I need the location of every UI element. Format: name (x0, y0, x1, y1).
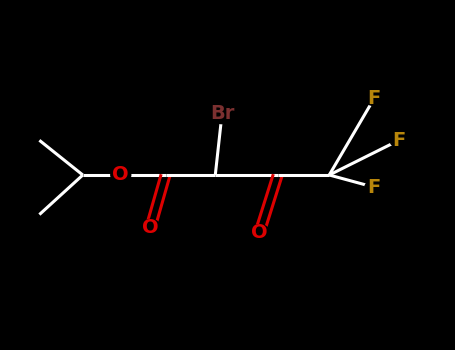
Text: O: O (142, 218, 159, 237)
Circle shape (365, 92, 383, 106)
Text: F: F (367, 178, 381, 197)
Text: F: F (392, 131, 405, 150)
Circle shape (208, 103, 236, 124)
Circle shape (365, 180, 383, 194)
Circle shape (111, 167, 131, 183)
Text: O: O (112, 166, 129, 184)
Text: O: O (251, 223, 268, 242)
Text: Br: Br (210, 104, 234, 123)
Circle shape (250, 225, 269, 240)
Text: F: F (367, 89, 381, 108)
Circle shape (390, 133, 408, 147)
Circle shape (141, 219, 161, 235)
